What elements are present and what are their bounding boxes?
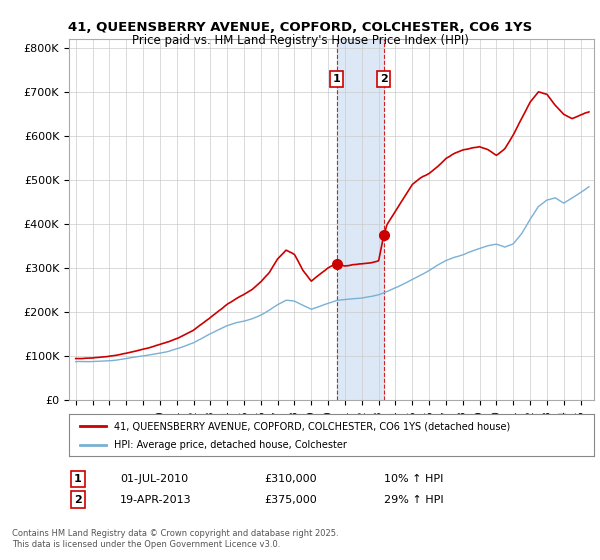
Text: 1: 1 [74,474,82,484]
Text: 41, QUEENSBERRY AVENUE, COPFORD, COLCHESTER, CO6 1YS: 41, QUEENSBERRY AVENUE, COPFORD, COLCHES… [68,21,532,34]
Text: 10% ↑ HPI: 10% ↑ HPI [384,474,443,484]
Text: £375,000: £375,000 [264,494,317,505]
Text: HPI: Average price, detached house, Colchester: HPI: Average price, detached house, Colc… [113,440,347,450]
Text: 19-APR-2013: 19-APR-2013 [120,494,191,505]
Text: 1: 1 [332,74,340,84]
Text: 2: 2 [74,494,82,505]
Text: Contains HM Land Registry data © Crown copyright and database right 2025.
This d: Contains HM Land Registry data © Crown c… [12,529,338,549]
Bar [337,39,383,400]
Text: Price paid vs. HM Land Registry's House Price Index (HPI): Price paid vs. HM Land Registry's House … [131,34,469,46]
Text: 41, QUEENSBERRY AVENUE, COPFORD, COLCHESTER, CO6 1YS (detached house): 41, QUEENSBERRY AVENUE, COPFORD, COLCHES… [113,421,510,431]
Text: 29% ↑ HPI: 29% ↑ HPI [384,494,443,505]
Text: 2: 2 [380,74,388,84]
Text: £310,000: £310,000 [264,474,317,484]
Text: 01-JUL-2010: 01-JUL-2010 [120,474,188,484]
